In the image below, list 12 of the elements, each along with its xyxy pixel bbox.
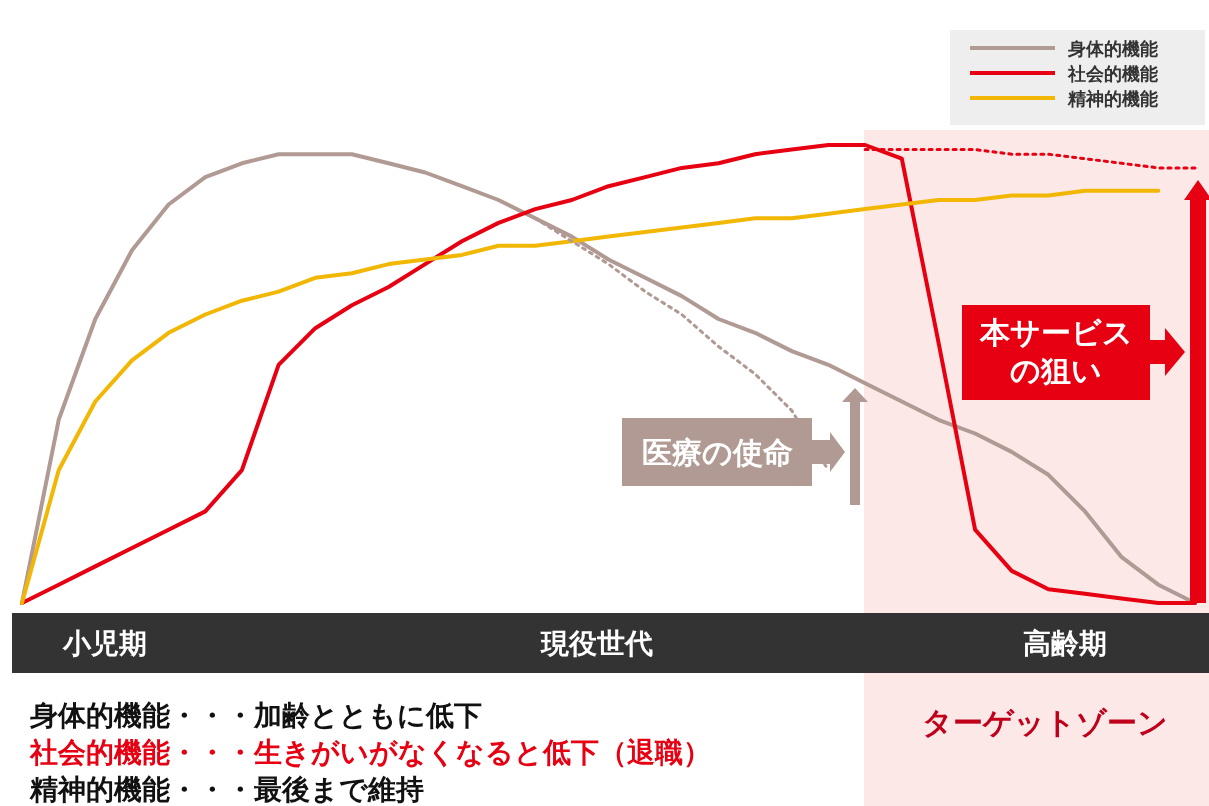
- text: 現役世代: [540, 627, 653, 660]
- annotation: 医療の使命: [641, 435, 793, 470]
- text: 精神的機能・・・最後まで維持: [29, 773, 424, 806]
- text: 小児期: [62, 627, 147, 660]
- text: 身体的機能・・・加齢とともに低下: [29, 699, 482, 732]
- text: 社会的機能・・・生きがいがなくなると低下（退職）: [29, 736, 711, 769]
- text: ターゲットゾーン: [922, 705, 1168, 740]
- legend-label: 身体的機能: [1067, 38, 1158, 59]
- text: 高齢期: [1023, 627, 1107, 660]
- legend-label: 社会的機能: [1067, 63, 1158, 84]
- legend-label: 精神的機能: [1067, 88, 1158, 109]
- annotation: 本サービスの狙い: [978, 315, 1133, 388]
